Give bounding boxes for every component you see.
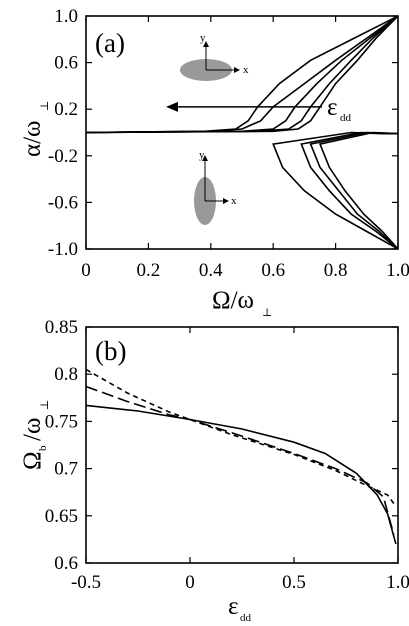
- y-tick-label: -0.2: [48, 146, 78, 167]
- series-line-1: [86, 404, 397, 545]
- x-tick-label: 0.6: [261, 260, 285, 281]
- lower-branch-4: [318, 131, 398, 249]
- x-tick-label: 0.4: [199, 260, 223, 281]
- inset-x-arrowhead: [223, 198, 229, 204]
- y-axis-title-group: Ωb/ω ⊥: [19, 400, 51, 470]
- series-line-2: [86, 368, 397, 507]
- y-axis-title-rest: /ω: [19, 418, 46, 441]
- y-tick-label: 1.0: [54, 6, 78, 27]
- epsilon-arrowhead: [166, 101, 178, 112]
- upper-branch-5: [86, 16, 398, 134]
- panel-a: 0 0.2 0.4 0.6 0.8 1.0 1.0 0.6 0.2 -0.2 -0.6 -1.0 Ω/ω…: [19, 6, 409, 319]
- inset-y-label: y: [199, 149, 205, 161]
- plot-frame: [85, 326, 399, 564]
- x-tick-label: 0.8: [324, 260, 348, 281]
- y-tick-label: 0.75: [45, 411, 78, 432]
- inset-y-arrowhead: [202, 155, 208, 161]
- inset-y-label: y: [200, 32, 206, 44]
- y-tick-label: 0.7: [54, 459, 78, 480]
- y-axis-title-group: α/ω ⊥: [19, 101, 51, 157]
- x-tick-label: 0.5: [282, 572, 306, 593]
- y-tick-label: -1.0: [48, 239, 78, 260]
- y-axis-title-subscript: b: [37, 445, 49, 451]
- inset-y-arrowhead: [203, 41, 209, 47]
- lower-branch-3: [309, 131, 398, 249]
- curves-b: [86, 368, 397, 545]
- x-tick-label: -0.5: [71, 572, 101, 593]
- x-axis-title: Ω/ω: [212, 287, 254, 314]
- inset-x-arrowhead: [234, 67, 240, 73]
- inset-horizontal: yx: [180, 32, 249, 81]
- y-tick-label: -0.6: [48, 192, 78, 213]
- x-axis-title-subscript: dd: [240, 612, 252, 624]
- panel-label-a: (a): [95, 28, 125, 58]
- y-axis-title: α/ω: [19, 121, 46, 158]
- y-axis-title: Ω: [19, 451, 46, 470]
- epsilon-label: ε: [327, 94, 338, 121]
- panel-b: -0.5 0 0.5 1.0 0.85 0.8 0.75 0.7 0.65 0.6 ε dd Ωb/ω ⊥…: [19, 317, 409, 624]
- lower-branch-2: [300, 131, 398, 249]
- x-tick-label: 0: [185, 572, 195, 593]
- series-line-3: [86, 385, 395, 535]
- epsilon-label-subscript: dd: [340, 112, 352, 124]
- y-tick-label: 0.85: [45, 317, 78, 338]
- x-axis-title: ε: [228, 593, 239, 620]
- upper-branch-2: [86, 16, 398, 134]
- y-axis-title-subscript: ⊥: [39, 101, 51, 111]
- upper-branch-3: [86, 16, 398, 134]
- y-tick-label: 0.65: [45, 506, 78, 527]
- y-tick-label: 0.6: [54, 53, 78, 74]
- y-tick-label: 0.2: [54, 99, 78, 120]
- inset-x-label: x: [231, 195, 237, 207]
- x-tick-label: 1.0: [386, 260, 409, 281]
- y-tick-label: 0.8: [54, 364, 78, 385]
- curves-a: [86, 16, 398, 249]
- inset-vertical: yx: [194, 149, 237, 225]
- y-tick-label: 0.6: [54, 553, 78, 574]
- upper-branch-4: [86, 16, 398, 134]
- y-axis-title-subscript-2: ⊥: [39, 400, 51, 410]
- panel-label-b: (b): [95, 336, 126, 366]
- x-tick-label: 1.0: [386, 572, 409, 593]
- x-tick-label: 0.2: [137, 260, 161, 281]
- x-axis-title-subscript: ⊥: [262, 307, 272, 319]
- inset-x-label: x: [243, 64, 249, 76]
- x-tick-label: 0: [81, 260, 91, 281]
- upper-branch-1: [86, 16, 398, 134]
